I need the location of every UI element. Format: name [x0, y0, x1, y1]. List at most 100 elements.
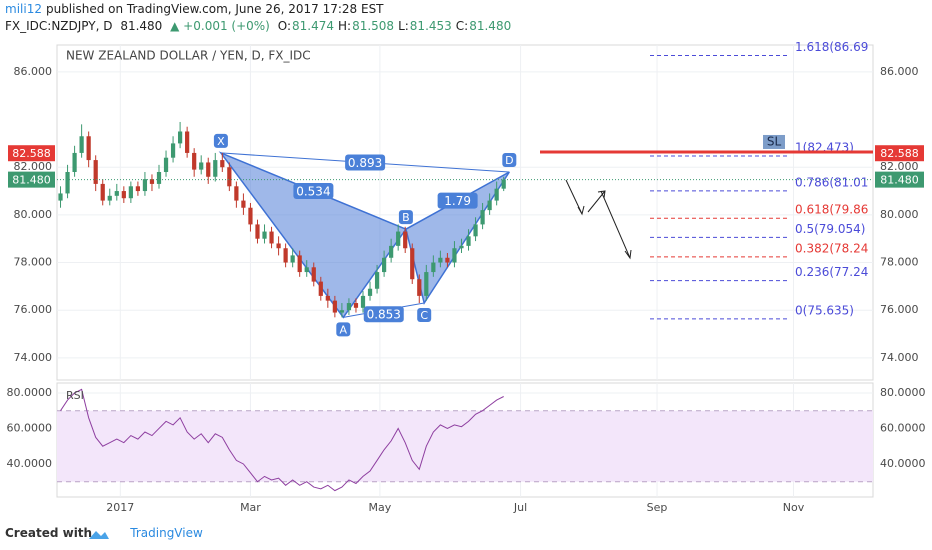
point-box: [417, 308, 432, 323]
rsi-line: [60, 388, 504, 492]
point-label: B: [402, 211, 410, 224]
y-tick-label: 40.0000: [7, 457, 53, 470]
candle-body: [417, 279, 422, 296]
candle-body: [304, 267, 309, 273]
x-tick-label: Sep: [647, 501, 668, 514]
price-label: 81.480: [12, 174, 51, 187]
candle-body: [65, 171, 70, 194]
y-tick-label: 80.0000: [7, 386, 53, 399]
candle-body: [135, 186, 141, 192]
candle-body: [93, 160, 98, 184]
x-tick-label: Mar: [240, 501, 261, 514]
ohlc-key: H:: [337, 19, 352, 33]
candle-body: [459, 245, 464, 249]
logo-shape: [89, 531, 109, 539]
projection-arrows: [565, 179, 632, 260]
ohlc-value: 81.480: [469, 19, 512, 33]
candle-body: [121, 191, 126, 199]
x-tick-label: Nov: [783, 501, 805, 514]
candle-body: [403, 231, 408, 249]
point-label: C: [420, 309, 428, 322]
fib-label: 0(75.635): [795, 303, 854, 317]
candle-body: [374, 272, 380, 289]
y-tick-label: 40.0000: [880, 457, 926, 470]
candle-body: [473, 224, 478, 237]
candle-body: [438, 257, 443, 263]
chart-title: NEW ZEALAND DOLLAR / YEN, D, FX_IDC: [66, 49, 311, 63]
y-tick-label: 82.000: [880, 160, 919, 173]
price: 81.480: [120, 19, 163, 33]
ratio-box: [345, 154, 386, 171]
candle-body: [241, 200, 246, 208]
y-tick-label: 78.000: [14, 256, 53, 269]
candle-body: [149, 179, 155, 184]
fib-label: 0.618(79.86: [795, 203, 868, 217]
ratio-box: [293, 183, 334, 200]
fib-label: 0.5(79.054): [795, 222, 865, 236]
brand[interactable]: TradingView: [130, 526, 203, 540]
fib-label: 0.382(78.24: [795, 241, 868, 255]
candle-body: [86, 136, 91, 161]
candle-body: [353, 303, 359, 308]
candle-body: [269, 231, 274, 244]
ohlc-value: 81.508: [352, 19, 395, 33]
candle-body: [128, 186, 133, 199]
ratio-label: 0.853: [367, 308, 401, 322]
point-label: X: [217, 135, 225, 148]
ohlc-key: C:: [455, 19, 469, 33]
candle-body: [311, 267, 316, 282]
candle-body: [332, 300, 337, 313]
candle-body: [163, 157, 169, 172]
point-label: D: [505, 154, 513, 167]
candle-body: [58, 193, 63, 201]
candle-body: [177, 131, 183, 144]
header-line: mili12 published on TradingView.com, June…: [5, 2, 388, 16]
candle-body: [360, 295, 366, 308]
candle-body: [381, 257, 387, 273]
candle-body: [494, 188, 499, 201]
rsi-title: RSI: [66, 389, 84, 402]
price-label: 81.480: [880, 174, 919, 187]
price-label: 82.588: [880, 147, 919, 160]
candle-body: [72, 152, 77, 172]
change: ▲ +0.001 (+0%): [170, 19, 270, 33]
sl-box: [763, 134, 785, 149]
candle-body: [466, 236, 471, 246]
candle-body: [431, 262, 436, 273]
point-box: [398, 210, 413, 225]
candle-body: [107, 195, 112, 201]
candle-body: [234, 186, 239, 201]
price-box: [8, 171, 55, 188]
candle-body: [248, 207, 253, 225]
fib-label: 1.618(86.69: [795, 40, 868, 54]
arrow: [565, 179, 585, 216]
fib-label: 0.236(77.24: [795, 265, 868, 279]
y-tick-label: 86.000: [14, 65, 53, 78]
candle-body: [170, 143, 176, 158]
ratio-label: 1.79: [444, 194, 471, 208]
y-tick-label: 74.000: [880, 351, 919, 364]
candle-body: [142, 179, 148, 192]
y-tick-label: 76.000: [14, 303, 53, 316]
pattern-leg: [218, 151, 408, 319]
rsi-band: [57, 410, 873, 482]
ratio-label: 0.534: [296, 185, 330, 199]
price-box: [8, 145, 55, 162]
candle-body: [480, 210, 485, 225]
y-tick-label: 60.0000: [880, 421, 926, 434]
symbol-line: FX_IDC:NZDJPY, D 81.480 ▲ +0.001 (+0%) O…: [5, 19, 519, 33]
candle-body: [255, 224, 260, 239]
candle-body: [156, 171, 162, 184]
candle-body: [185, 131, 190, 153]
point-box: [502, 152, 517, 167]
created: Created with: [5, 526, 93, 540]
candle-body: [206, 162, 211, 177]
candle-body: [389, 245, 394, 258]
y-tick-label: 76.000: [880, 303, 919, 316]
pane-frame: [56, 44, 874, 381]
author[interactable]: mili12: [5, 2, 42, 16]
ratio-box: [363, 306, 404, 323]
candle-body: [424, 272, 429, 296]
